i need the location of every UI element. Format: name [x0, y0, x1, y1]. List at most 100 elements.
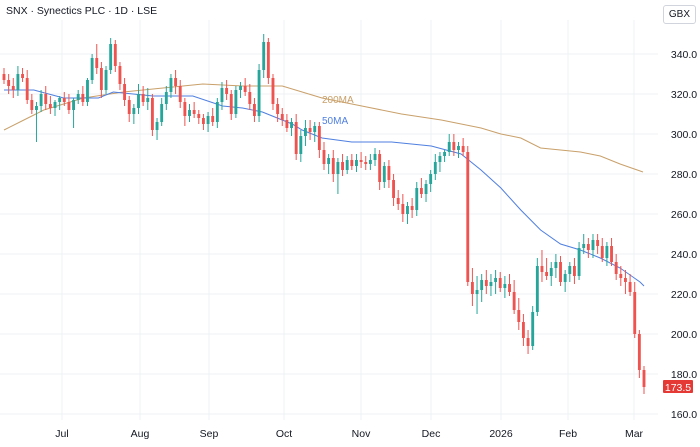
candle	[577, 242, 581, 280]
candle	[21, 68, 24, 82]
candle	[466, 146, 470, 286]
ma50-layer	[4, 89, 645, 287]
x-tick-label: Nov	[352, 428, 371, 440]
candle	[178, 80, 182, 108]
candle	[81, 86, 85, 106]
candle	[591, 234, 595, 258]
candle	[271, 74, 275, 110]
candle	[637, 330, 641, 378]
candle	[470, 268, 474, 306]
candle	[531, 306, 535, 350]
currency-badge[interactable]: GBX	[662, 5, 696, 24]
candle	[563, 270, 567, 292]
candle	[322, 142, 326, 170]
candle	[248, 84, 252, 110]
candle	[364, 156, 368, 170]
candle	[433, 154, 437, 180]
candle	[313, 122, 317, 142]
candle	[99, 62, 103, 98]
candle	[220, 82, 224, 110]
candle	[197, 110, 201, 124]
candle	[174, 70, 178, 94]
candle	[201, 114, 205, 130]
candle	[30, 94, 34, 114]
candle	[331, 150, 335, 182]
candle	[243, 78, 247, 96]
ma200-layer	[3, 83, 644, 173]
candle	[373, 148, 377, 166]
candle	[308, 120, 312, 140]
candle	[512, 280, 516, 314]
candle	[406, 202, 409, 224]
candle	[429, 170, 433, 192]
candle	[498, 272, 502, 292]
candle	[150, 94, 154, 136]
candle	[489, 274, 493, 296]
candle	[266, 38, 270, 84]
x-tick-label: Aug	[131, 428, 150, 440]
candle	[457, 142, 460, 158]
ma50-line	[4, 89, 645, 287]
candle	[39, 90, 43, 112]
candle	[62, 92, 66, 106]
candle	[239, 82, 242, 98]
candle	[294, 114, 298, 160]
candle	[424, 180, 428, 202]
candle	[183, 98, 187, 126]
y-tick-label: 280.0	[671, 169, 697, 181]
candle	[155, 118, 159, 140]
x-tick-label: Dec	[422, 428, 441, 440]
x-tick-label: Oct	[276, 428, 292, 440]
candle	[401, 194, 405, 222]
candle	[11, 78, 15, 98]
candle	[299, 130, 303, 162]
candle	[86, 78, 89, 106]
candle	[378, 150, 382, 190]
candle	[7, 74, 11, 94]
candle	[624, 270, 627, 294]
candle	[355, 154, 358, 172]
candle	[554, 254, 558, 278]
candle	[368, 154, 372, 170]
candle	[113, 40, 117, 72]
candle	[586, 238, 590, 258]
x-tick-label: Mar	[625, 428, 644, 440]
last-price-label: 173.5	[665, 382, 691, 394]
candle	[206, 112, 210, 132]
candle	[415, 182, 419, 216]
candle	[327, 154, 331, 174]
candle	[95, 44, 99, 74]
candle	[350, 154, 354, 170]
candle	[188, 104, 191, 122]
candle	[109, 38, 113, 74]
x-tick-label: Sep	[200, 428, 219, 440]
candle	[410, 198, 414, 218]
candle	[118, 62, 122, 90]
candle	[146, 88, 150, 110]
legend-200ma: 200MA	[322, 95, 354, 106]
y-tick-label: 320.0	[671, 89, 697, 101]
candle	[503, 276, 507, 298]
candle	[396, 190, 400, 210]
x-tick-label: Feb	[559, 428, 577, 440]
candle	[285, 114, 289, 132]
candle	[76, 90, 80, 104]
candle	[192, 102, 196, 118]
candle	[164, 86, 168, 110]
candle	[211, 108, 215, 126]
y-tick-label: 260.0	[671, 209, 697, 221]
candle	[443, 150, 447, 162]
candle	[67, 94, 71, 114]
candle	[535, 258, 539, 316]
candle	[137, 84, 140, 114]
candle	[568, 262, 572, 282]
candle	[90, 54, 94, 84]
candle	[132, 104, 136, 124]
candle	[494, 270, 498, 294]
legend-50ma: 50MA	[322, 116, 348, 127]
candle	[517, 298, 521, 330]
candle	[461, 138, 465, 156]
candle	[262, 34, 266, 78]
candle	[508, 274, 511, 296]
